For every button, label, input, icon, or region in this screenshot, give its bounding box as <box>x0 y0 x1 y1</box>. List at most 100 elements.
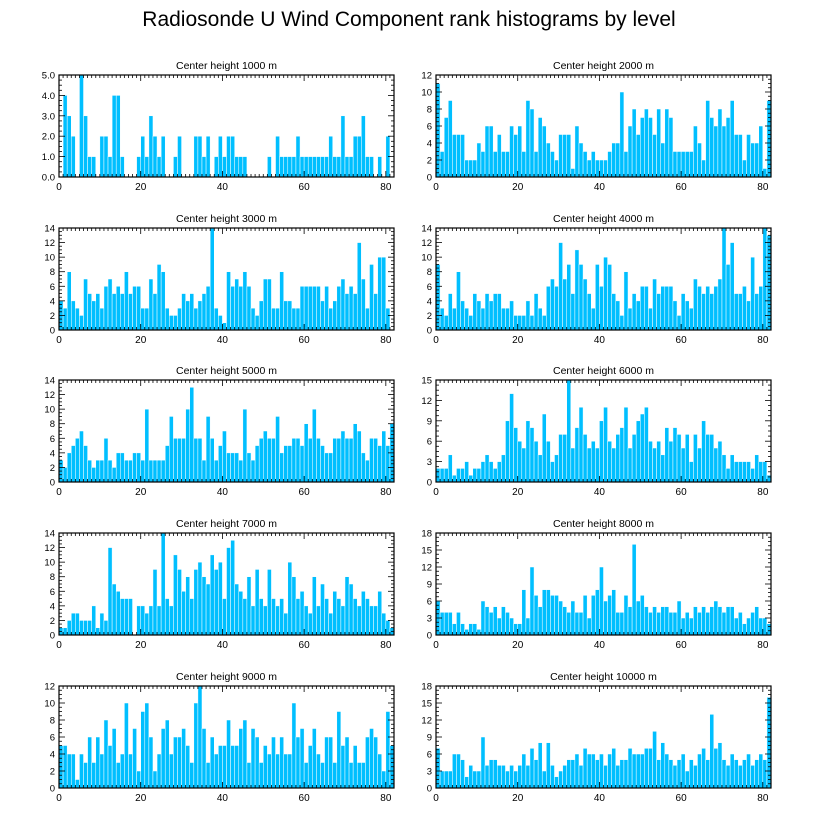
histogram-bar <box>164 307 170 331</box>
histogram-bar <box>320 445 325 483</box>
histogram-bar <box>120 452 125 483</box>
histogram-bar <box>497 617 502 636</box>
histogram-bar <box>574 753 580 789</box>
histogram-bar <box>533 151 539 178</box>
histogram-bar <box>668 440 674 483</box>
histogram-bar <box>242 408 248 483</box>
histogram-bar <box>484 765 490 789</box>
histogram-bar <box>95 293 101 331</box>
histogram-bar <box>205 416 211 483</box>
x-tick-label: 20 <box>135 487 147 498</box>
histogram-bar <box>631 108 637 178</box>
histogram-bar <box>209 554 215 636</box>
histogram-bar <box>476 629 482 636</box>
histogram-bar <box>258 300 264 331</box>
histogram-bar <box>295 598 301 636</box>
histogram-bar <box>136 286 141 331</box>
histogram-bar <box>664 606 670 636</box>
histogram-bar <box>574 249 580 331</box>
y-tick-label: 8 <box>427 267 432 278</box>
histogram-bar <box>373 438 378 483</box>
histogram-bar <box>603 406 608 483</box>
x-tick-label: 40 <box>594 640 606 651</box>
histogram-bar <box>267 569 272 636</box>
histogram-bar <box>291 156 297 178</box>
histogram-bar <box>595 159 600 178</box>
histogram-bar <box>729 454 735 483</box>
histogram-bar <box>189 293 195 331</box>
histogram-bar <box>201 156 207 178</box>
y-tick-label: 9 <box>427 416 432 427</box>
histogram-bar <box>177 569 182 636</box>
histogram-bar <box>631 434 637 483</box>
histogram-bar <box>640 413 645 483</box>
histogram-bar <box>595 589 600 636</box>
histogram-panel-4: Center height 4000 m 0 20 40 60 80 0 2 4 6 8 10 12 14 <box>421 213 772 346</box>
y-tick-label: 12 <box>421 563 432 574</box>
histogram-bar <box>529 748 535 789</box>
histogram-bar <box>758 753 764 789</box>
histogram-bar <box>246 452 252 483</box>
y-tick-label: 5.0 <box>42 71 55 82</box>
histogram-bar <box>656 612 661 636</box>
histogram-bar <box>205 286 211 331</box>
histogram-bar <box>369 156 374 178</box>
histogram-bar <box>250 728 256 789</box>
histogram-bar <box>283 612 289 636</box>
histogram-bar <box>164 598 170 636</box>
histogram-panel-2: Center height 2000 m 0 20 40 60 80 0 2 4 6 8 10 12 <box>421 60 772 193</box>
histogram-bar <box>352 293 358 331</box>
histogram-bar <box>529 315 535 331</box>
histogram-panel-10: Center height 10000 m 0 20 40 60 80 0 3 6 9 12 15 18 <box>421 671 772 804</box>
histogram-bar <box>287 561 293 636</box>
histogram-bar <box>689 617 694 636</box>
histogram-bar <box>644 108 649 178</box>
histogram-bar <box>148 115 154 178</box>
histogram-bar <box>603 256 608 331</box>
histogram-bar <box>75 438 80 483</box>
histogram-bar <box>242 598 248 636</box>
histogram-bar <box>672 427 678 483</box>
histogram-bar <box>701 748 706 789</box>
histogram-bar <box>103 438 109 483</box>
histogram-bar <box>570 168 576 178</box>
histogram-bar <box>218 315 223 331</box>
histogram-bar <box>324 156 329 178</box>
histogram-bar <box>140 605 146 636</box>
histogram-bar <box>250 605 256 636</box>
histogram-bar <box>439 307 445 331</box>
histogram-bar <box>521 753 527 789</box>
y-tick-label: 3.0 <box>42 111 55 122</box>
histogram-bar <box>513 623 518 636</box>
histogram-bar <box>464 307 469 331</box>
histogram-bar <box>361 591 366 636</box>
histogram-bar <box>307 438 313 483</box>
histogram-bar <box>750 468 755 483</box>
histogram-bar <box>754 606 759 636</box>
histogram-bar <box>316 753 321 789</box>
y-tick-label: 14 <box>421 224 432 235</box>
histogram-bar <box>599 566 604 636</box>
histogram-bar <box>201 459 207 483</box>
histogram-bar <box>111 95 117 178</box>
histogram-bar <box>550 151 555 178</box>
y-tick-label: 10 <box>44 253 55 264</box>
histogram-bar <box>684 434 690 483</box>
histogram-bar <box>472 159 478 178</box>
histogram-bar <box>160 728 166 789</box>
histogram-bar <box>509 765 514 789</box>
histogram-bar <box>607 151 612 178</box>
histogram-bar <box>627 447 633 483</box>
histogram-bar <box>385 307 391 331</box>
histogram-bar <box>222 745 227 789</box>
histogram-bar <box>189 762 195 789</box>
histogram-bar <box>136 605 141 636</box>
histogram-bar <box>566 379 572 483</box>
histogram-bar <box>132 728 137 789</box>
histogram-bar <box>185 745 190 789</box>
histogram-bar <box>381 612 387 636</box>
histogram-bar <box>615 612 621 636</box>
histogram-bar <box>452 307 457 331</box>
histogram-bar <box>750 765 755 789</box>
histogram-bar <box>312 728 317 789</box>
